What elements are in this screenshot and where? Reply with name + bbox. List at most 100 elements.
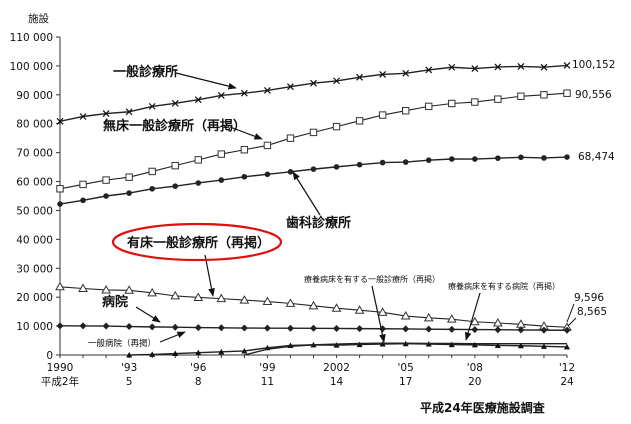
x-tick-label: '08 <box>467 362 483 374</box>
point-marker <box>333 324 341 332</box>
point-marker <box>194 324 202 332</box>
point-marker <box>354 305 365 314</box>
point-marker <box>125 108 133 116</box>
point-marker <box>517 326 525 334</box>
y-axis: 0 10 000 20 000 30 000 40 000 50 000 60 000 70 … <box>10 32 61 362</box>
point-marker <box>217 150 226 158</box>
point-marker <box>540 326 548 334</box>
label-ryoyo-clinic: 療養病床を有する一般診療所（再掲） <box>304 274 440 284</box>
point-marker <box>124 285 134 294</box>
point-marker <box>79 180 87 189</box>
point-marker <box>448 325 456 333</box>
y-tick-label: 20 000 <box>16 292 53 304</box>
point-marker <box>378 111 387 119</box>
point-marker <box>517 92 525 100</box>
point-marker <box>333 164 340 170</box>
point-marker <box>379 159 386 166</box>
end-value-label: 100,152 <box>572 59 615 71</box>
point-marker <box>541 155 547 161</box>
end-value-label: 9,596 <box>574 292 604 304</box>
point-marker <box>333 342 340 348</box>
arrow-end-9596 <box>566 303 575 323</box>
point-marker <box>241 347 248 354</box>
x-tick-label-wareki: 8 <box>195 376 202 388</box>
point-marker <box>400 311 411 320</box>
point-marker <box>425 325 433 333</box>
point-marker <box>494 342 501 348</box>
point-marker <box>563 62 571 69</box>
y-axis-label: 施設 <box>28 12 49 25</box>
point-marker <box>402 325 410 333</box>
arrow-ryoyo-clinic <box>371 285 386 343</box>
point-marker <box>287 83 294 91</box>
point-marker <box>518 154 524 161</box>
point-marker <box>217 91 225 99</box>
point-marker <box>469 316 480 326</box>
y-tick-label: 110 000 <box>10 32 53 44</box>
point-marker <box>540 343 547 349</box>
x-tick-label: '12 <box>559 362 575 374</box>
highlight-ellipse <box>111 222 283 262</box>
point-marker <box>171 99 179 107</box>
series-1 <box>56 89 571 193</box>
point-marker <box>56 117 64 125</box>
point-marker <box>448 99 456 108</box>
point-marker <box>517 62 525 70</box>
point-marker <box>262 296 273 306</box>
label-musho: 無床一般診療所（再掲） <box>103 118 246 134</box>
point-marker <box>79 322 87 330</box>
point-marker <box>55 281 65 291</box>
point-marker <box>148 323 156 331</box>
annotations: 一般診療所 無床一般診療所（再掲） 歯科診療所 有床一般診療所（再掲） 病院 一… <box>88 64 577 349</box>
end-value-label: 68,474 <box>578 151 615 163</box>
point-marker <box>425 102 433 111</box>
label-ippan: 一般診療所 <box>113 64 178 80</box>
series-6 <box>244 342 567 356</box>
point-marker <box>333 77 340 85</box>
end-value-label: 8,565 <box>577 306 607 318</box>
arrow-ippan <box>175 72 237 90</box>
point-marker <box>310 79 317 87</box>
arrow-ryoyo-hosp <box>464 292 481 341</box>
series-line <box>129 343 568 356</box>
y-tick-label: 80 000 <box>16 119 53 131</box>
point-marker <box>425 157 432 163</box>
point-marker <box>218 348 225 355</box>
x-tick-label-wareki: 20 <box>468 376 481 388</box>
end-value-label: 90,556 <box>575 89 612 101</box>
point-marker <box>471 65 479 72</box>
x-tick-label: '99 <box>259 362 275 374</box>
x-tick-label-wareki: 平成2年 <box>41 375 79 388</box>
point-marker <box>423 312 434 322</box>
point-marker <box>171 161 179 170</box>
series-group <box>55 62 572 358</box>
point-marker <box>309 128 318 137</box>
point-marker <box>172 350 179 357</box>
x-tick-label: '96 <box>190 362 207 374</box>
point-marker <box>493 317 503 327</box>
point-marker <box>402 159 409 165</box>
point-marker <box>332 122 341 131</box>
source-note: 平成24年医療施設調査 <box>420 400 546 415</box>
x-tick-label: '05 <box>398 362 414 374</box>
x-tick-label-wareki: 11 <box>261 376 274 388</box>
point-marker <box>102 110 110 118</box>
point-marker <box>78 283 88 293</box>
y-tick-label: 10 000 <box>16 321 53 333</box>
point-marker <box>216 293 227 303</box>
point-marker <box>425 66 433 74</box>
x-tick-label-wareki: 17 <box>399 376 412 388</box>
label-ryoyo-hosp: 療養病床を有する病院（再掲） <box>448 281 560 291</box>
point-marker <box>495 155 501 161</box>
point-marker <box>263 324 271 332</box>
y-tick-label: 70 000 <box>16 148 53 160</box>
arrow-end-8565 <box>567 317 577 327</box>
point-marker <box>125 173 133 181</box>
point-marker <box>287 169 294 175</box>
series-2 <box>57 154 570 207</box>
point-marker <box>494 326 502 334</box>
label-yusho: 有床一般診療所（再掲） <box>127 235 270 251</box>
point-marker <box>241 173 248 180</box>
point-marker <box>471 341 478 348</box>
